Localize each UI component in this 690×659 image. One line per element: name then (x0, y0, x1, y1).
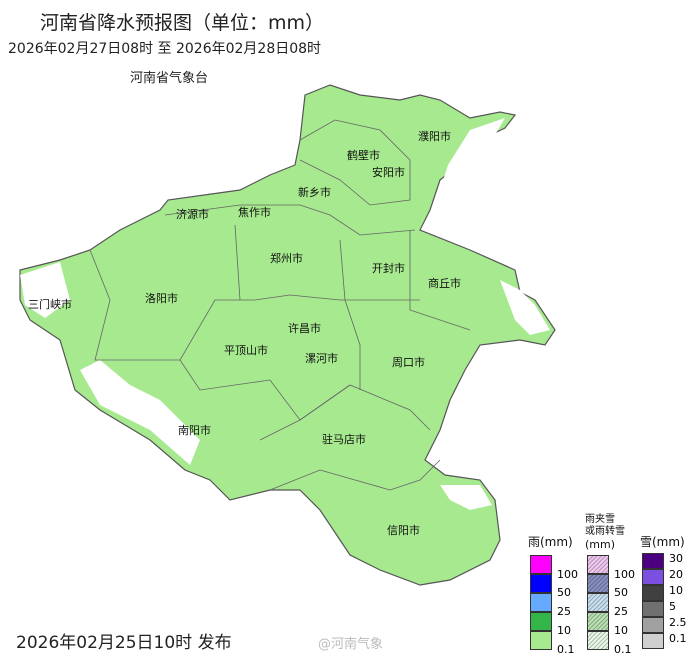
city-label: 漯河市 (305, 351, 338, 365)
snow-legend-label: 20 (669, 568, 683, 581)
mix-legend-swatch (587, 612, 609, 631)
mix-legend-swatch (587, 593, 609, 612)
map-title: 河南省降水预报图（单位：mm） (40, 12, 325, 34)
city-label: 济源市 (176, 207, 209, 221)
mix-legend-label: 25 (614, 605, 628, 618)
rain-legend-swatch (530, 631, 552, 650)
mix-legend-swatch (587, 574, 609, 593)
watermark: @河南气象 (318, 637, 384, 652)
city-label: 郑州市 (270, 251, 303, 265)
rain-legend-label: 10 (557, 624, 571, 637)
mix-legend-label: 50 (614, 586, 628, 599)
issue-time: 2026年02月25日10时 发布 (16, 633, 232, 653)
city-label: 商丘市 (428, 276, 461, 290)
city-label: 洛阳市 (145, 291, 178, 305)
issuing-organization: 河南省气象台 (130, 71, 209, 86)
no-precip-areas (20, 118, 550, 510)
city-label: 新乡市 (298, 185, 331, 199)
snow-legend-swatch (642, 585, 664, 601)
rain-legend-label: 50 (557, 586, 571, 599)
rain-legend-swatch (530, 593, 552, 612)
snow-legend-swatch (642, 601, 664, 617)
rain-legend-swatch (530, 612, 552, 631)
city-label: 三门峡市 (28, 297, 72, 311)
snow-legend-swatch (642, 617, 664, 633)
city-label: 开封市 (372, 261, 405, 275)
mix-legend-label: 100 (614, 568, 635, 581)
rain-legend-title: 雨(mm) (528, 535, 573, 549)
mix-legend-title: 雨夹雪 或雨转雪 (585, 514, 625, 537)
city-label: 鹤壁市 (347, 148, 380, 162)
rain-legend-label: 100 (557, 568, 578, 581)
snow-legend-label: 0.1 (669, 632, 687, 645)
city-label: 信阳市 (387, 523, 420, 537)
province-area (19, 84, 556, 586)
mix-legend-swatch (587, 631, 609, 650)
city-label: 南阳市 (178, 423, 211, 437)
snow-legend-swatch (642, 553, 664, 569)
snow-legend-swatch (642, 569, 664, 585)
city-label: 濮阳市 (418, 129, 451, 143)
snow-legend-label: 2.5 (669, 616, 687, 629)
rain-legend-swatch (530, 555, 552, 574)
mix-legend-swatch (587, 555, 609, 574)
city-label: 焦作市 (238, 205, 271, 219)
city-label: 周口市 (392, 355, 425, 369)
city-label: 平顶山市 (224, 343, 268, 357)
city-label: 许昌市 (288, 321, 321, 335)
snow-legend-swatch (642, 633, 664, 649)
mix-legend-unit: (mm) (585, 538, 616, 551)
snow-legend-title: 雪(mm) (640, 535, 685, 549)
snow-legend-label: 10 (669, 584, 683, 597)
rain-legend-label: 25 (557, 605, 571, 618)
mix-legend-label: 0.1 (614, 643, 632, 656)
mix-legend-label: 10 (614, 624, 628, 637)
city-borders (89, 119, 471, 491)
rain-legend-swatch (530, 574, 552, 593)
forecast-period: 2026年02月27日08时 至 2026年02月28日08时 (8, 41, 322, 57)
city-label: 驻马店市 (322, 432, 366, 446)
rain-legend-label: 0.1 (557, 643, 575, 656)
snow-legend-label: 5 (669, 600, 676, 613)
city-label: 安阳市 (372, 165, 405, 179)
snow-legend-label: 30 (669, 552, 683, 565)
